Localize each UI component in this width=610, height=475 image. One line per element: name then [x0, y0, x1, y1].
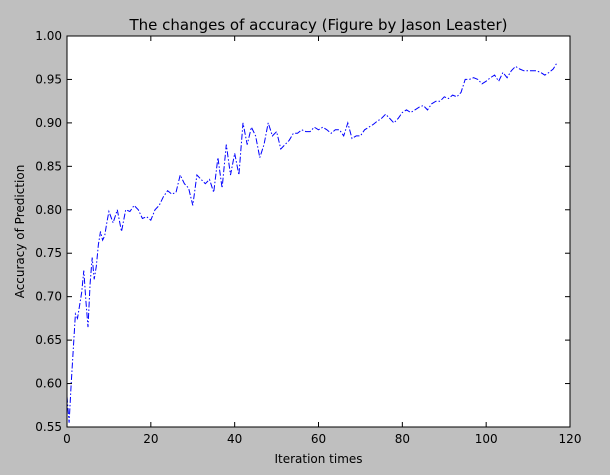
y-tick-label: 0.55 [35, 420, 62, 434]
y-tick-label: 0.80 [35, 203, 62, 217]
x-tick-label: 60 [311, 432, 326, 446]
x-tick-label: 120 [559, 432, 582, 446]
x-tick-label: 40 [227, 432, 242, 446]
x-tick-label: 0 [63, 432, 71, 446]
y-tick-label: 0.65 [35, 333, 62, 347]
y-tick-label: 0.70 [35, 290, 62, 304]
y-axis-label: Accuracy of Prediction [13, 165, 27, 299]
y-tick-label: 1.00 [35, 29, 62, 43]
x-tick-label: 80 [395, 432, 410, 446]
x-tick-label: 100 [475, 432, 498, 446]
ticks-layer: 0 20 40 60 80 100 120 0.55 0.60 0.65 0.70 0.75 0.80 0… [35, 29, 581, 446]
x-axis-label: Iteration times [274, 452, 362, 466]
data-layer [66, 61, 558, 423]
x-tick-label: 20 [143, 432, 158, 446]
chart-title: The changes of accuracy (Figure by Jason… [128, 16, 507, 34]
series-line [66, 61, 558, 423]
y-tick-label: 0.60 [35, 377, 62, 391]
y-tick-label: 0.85 [35, 159, 62, 173]
y-tick-label: 0.90 [35, 116, 62, 130]
plot-area [67, 36, 570, 427]
y-tick-label: 0.75 [35, 246, 62, 260]
y-tick-label: 0.95 [35, 72, 62, 86]
